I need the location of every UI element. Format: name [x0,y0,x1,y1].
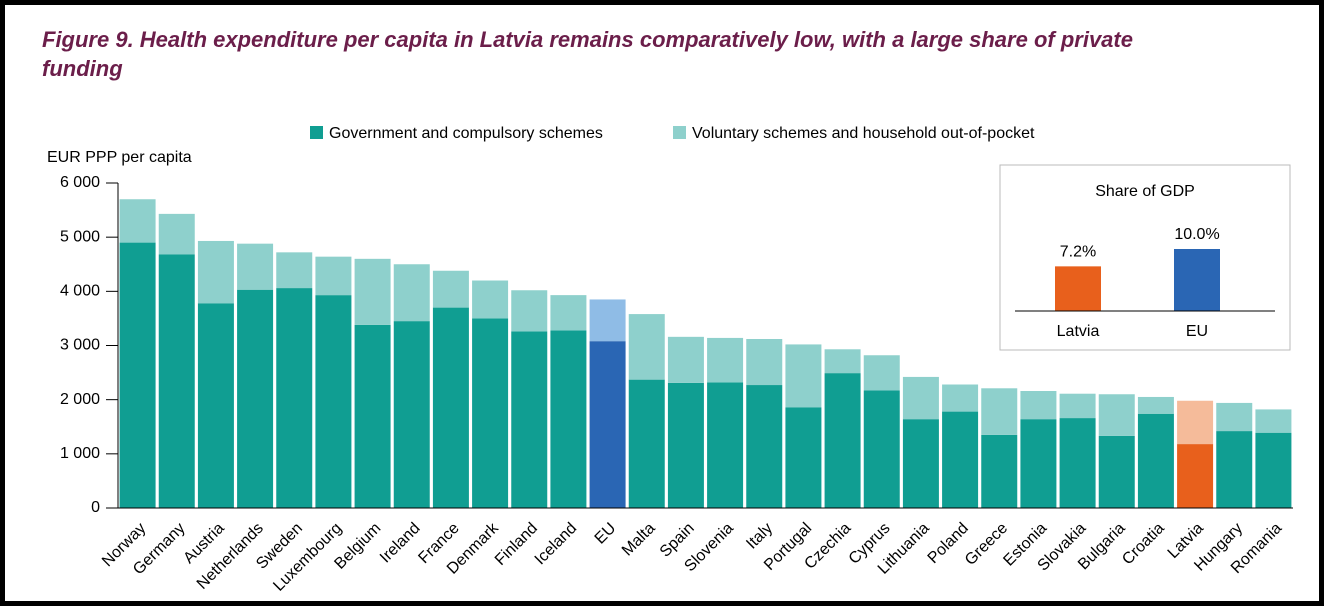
bar-segment [589,341,626,508]
y-tick-label: 3 000 [60,337,100,354]
bar-segment [1216,402,1253,432]
bar-segment [354,258,391,325]
x-tick-label: EU [1186,323,1208,340]
bar-segment [942,411,979,508]
bar-segment [197,240,234,304]
bar-segment [550,330,587,508]
y-tick-label: 0 [91,499,100,516]
bar-segment [1020,419,1057,508]
x-tick-label: Latvia [1057,323,1100,340]
value-label: 10.0% [1174,226,1219,243]
bar-segment [746,339,783,386]
bar-segment [119,199,156,243]
bar-segment [1098,435,1135,508]
y-tick-label: 6 000 [60,174,100,191]
bar-segment [237,289,274,508]
y-tick-label: 1 000 [60,445,100,462]
chart-title: Figure 9. Health expenditure per capita … [42,27,1133,81]
bar-segment [237,243,274,290]
bar-segment [1137,396,1174,414]
bar-segment [511,331,548,508]
bar-segment [158,213,195,255]
value-label: 7.2% [1060,244,1096,261]
bar-segment [707,382,744,508]
bar-segment [1098,394,1135,436]
bar-segment [628,314,665,380]
bar-segment [197,303,234,508]
x-tick-label: Malta [619,520,659,560]
bar-segment [863,355,900,391]
bar-segment [942,384,979,412]
y-tick-label: 4 000 [60,283,100,300]
bar-segment [1059,418,1096,508]
bar-segment [785,344,822,408]
bar-segment [707,337,744,383]
bar-segment [119,242,156,509]
bar-segment [589,299,626,342]
bar-segment [432,270,469,308]
x-tick-label: Ireland [377,520,424,567]
bar-segment [981,434,1018,508]
bar-segment [1059,393,1096,419]
bar-segment [667,382,704,508]
x-tick-label: Iceland [532,520,581,569]
bar-segment [276,252,313,289]
bar-segment [902,376,939,420]
bar-segment [824,373,861,508]
bar-segment [863,390,900,508]
bar-segment [432,307,469,508]
bar-segment [315,295,352,508]
bar-segment [1177,400,1214,445]
bar-segment [1137,413,1174,508]
bar-segment [785,407,822,508]
bar-segment [511,290,548,332]
bar-segment [472,280,509,319]
bar-segment [550,295,587,331]
bar-segment [1216,431,1253,508]
x-tick-label: EU [592,520,620,548]
bar-segment [746,385,783,508]
inset-title: Share of GDP [1095,183,1195,200]
bar-segment [902,419,939,508]
bar [1055,266,1101,311]
bar-segment [315,256,352,296]
bar-segment [981,388,1018,435]
bar-segment [1020,391,1057,420]
y-tick-label: 5 000 [60,228,100,245]
bar-segment [472,318,509,508]
legend-swatch [673,126,686,139]
bar-segment [354,324,391,508]
y-tick-label: 2 000 [60,391,100,408]
bar-segment [1255,409,1292,433]
bar-segment [667,336,704,383]
bar-segment [1255,432,1292,508]
y-axis-label: EUR PPP per capita [47,149,192,166]
x-tick-label: Finland [492,520,541,569]
legend-label: Voluntary schemes and household out-of-p… [692,125,1035,142]
x-tick-label: Croatia [1119,520,1168,569]
legend-label: Government and compulsory schemes [329,125,603,142]
bar-segment [158,254,195,508]
bar-segment [628,379,665,508]
bar [1174,249,1220,311]
chart: EUR PPP per capita 0 1 000 2 000 3 000 4 000 5… [47,125,1293,595]
bar-segment [824,349,861,374]
bar-segment [1177,444,1214,508]
bar-segment [276,288,313,508]
bar-segment [393,321,430,508]
x-tick-label: Italy [743,520,776,553]
bar-segment [393,264,430,322]
legend-swatch [310,126,323,139]
inset-box [999,164,1291,351]
